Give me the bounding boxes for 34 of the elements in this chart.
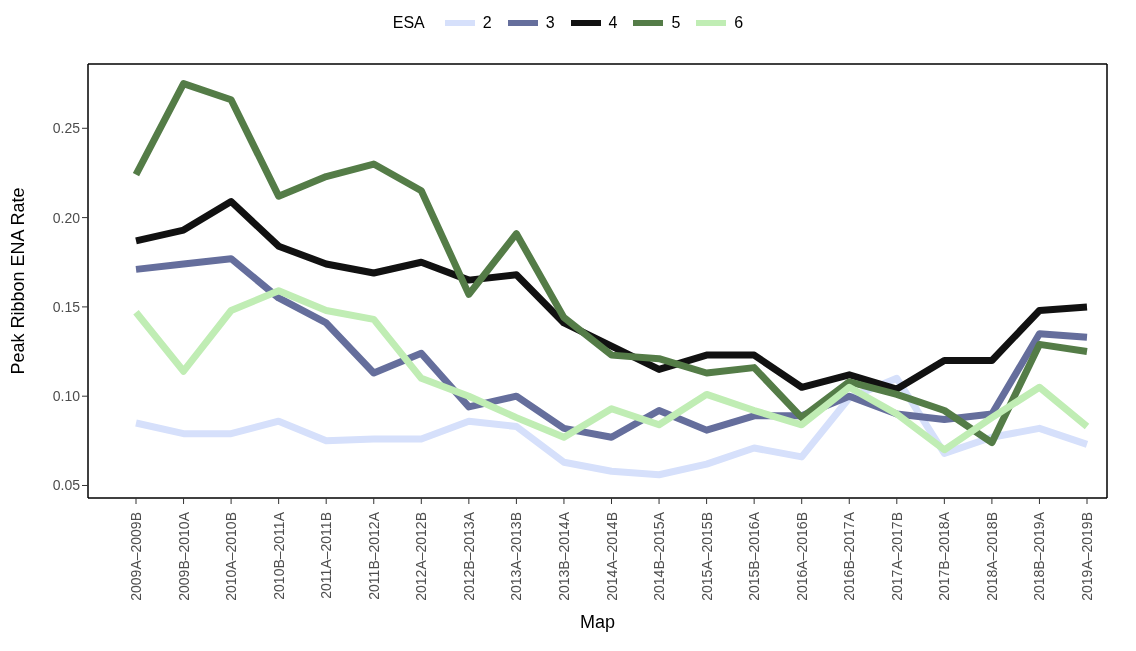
x-tick-label: 2015A–2015B (698, 512, 715, 601)
legend-label: 2 (482, 14, 492, 32)
x-tick-label: 2017B–2018A (936, 511, 953, 601)
y-tick-label: 0.05 (52, 477, 81, 494)
y-tick-label: 0.20 (52, 209, 81, 226)
x-tick-label: 2012B–2013A (460, 511, 477, 601)
x-tick-label: 2011A–2011B (318, 512, 335, 599)
x-tick-label: 2018B–2019A (1031, 511, 1048, 601)
x-tick-label: 2009B–2010A (175, 511, 192, 601)
x-tick-label: 2009A–2009B (128, 512, 144, 601)
x-tick-label: 2019A–2019B (1079, 512, 1095, 601)
x-tick-label: 2012A–2012B (413, 512, 430, 601)
x-tick-label: 2018A–2018B (983, 512, 1000, 601)
legend-label: 6 (734, 14, 744, 32)
x-tick-label: 2015B–2016A (746, 511, 763, 601)
x-tick-label: 2011B–2012A (365, 511, 382, 600)
legend-label: 4 (608, 14, 618, 32)
x-tick-label: 2016B–2017A (841, 511, 858, 601)
x-tick-label: 2016A–2016B (793, 512, 810, 601)
legend-label: 5 (671, 14, 681, 32)
y-tick-label: 0.25 (52, 120, 81, 137)
x-axis-title: Map (579, 612, 616, 632)
y-axis-title: Peak Ribbon ENA Rate (8, 187, 29, 375)
y-tick-label: 0.15 (52, 298, 81, 315)
x-tick-label: 2014A–2014B (603, 512, 620, 601)
x-tick-label: 2010B–2011A (270, 511, 287, 600)
legend-label: 3 (545, 14, 555, 32)
x-tick-label: 2014B–2015A (651, 511, 668, 601)
y-tick-label: 0.10 (52, 388, 81, 405)
x-tick-label: 2017A–2017B (888, 512, 905, 601)
x-tick-label: 2013A–2013B (508, 512, 525, 601)
x-tick-label: 2013B–2014A (555, 511, 572, 601)
x-tick-label: 2010A–2010B (223, 512, 240, 601)
legend-title: ESA (392, 14, 425, 32)
